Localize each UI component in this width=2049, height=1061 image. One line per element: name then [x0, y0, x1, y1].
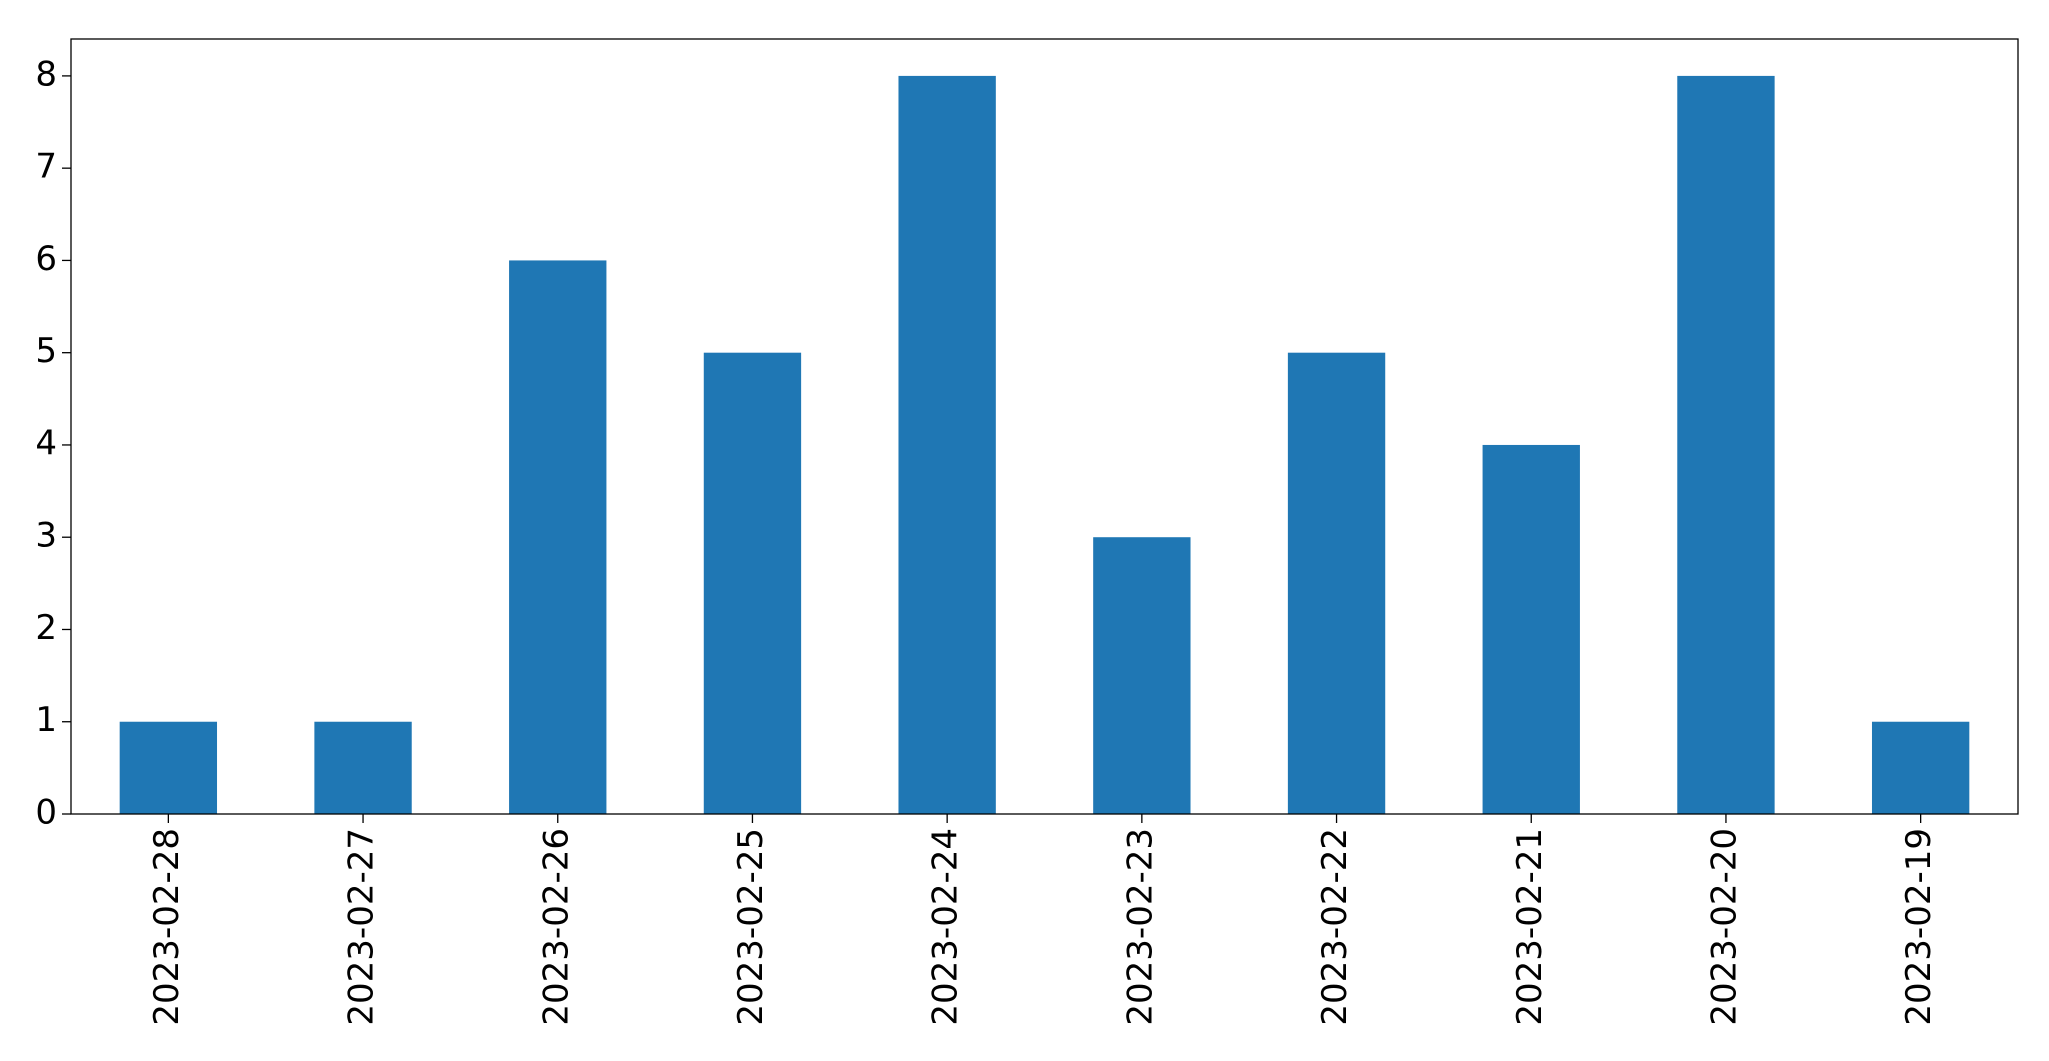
y-tick-label: 5 [35, 331, 57, 371]
bar [898, 75, 996, 814]
y-tick-label: 4 [35, 423, 57, 463]
y-tick-label: 6 [35, 239, 57, 279]
y-tick-label: 0 [35, 793, 57, 833]
y-tick-label: 1 [35, 700, 57, 740]
bar [1093, 537, 1191, 814]
bar [703, 352, 802, 814]
y-tick-label: 3 [35, 516, 57, 556]
plot-frame [70, 38, 2019, 815]
bar [1871, 721, 1970, 814]
bar [1287, 352, 1386, 814]
bar [1482, 444, 1580, 814]
x-tick-label: 2023-02-21 [1510, 828, 1550, 1026]
bar [314, 721, 412, 814]
x-tick-label: 2023-02-23 [1120, 828, 1160, 1026]
y-tick-label: 8 [35, 54, 57, 94]
x-tick-label: 2023-02-19 [1899, 828, 1939, 1026]
x-tick-label: 2023-02-24 [926, 828, 966, 1026]
x-tick-label: 2023-02-25 [731, 828, 771, 1026]
x-tick-label: 2023-02-20 [1704, 828, 1744, 1026]
y-tick-label: 7 [35, 147, 57, 187]
bar [119, 721, 218, 814]
x-tick-label: 2023-02-26 [536, 828, 576, 1026]
bar [1677, 75, 1775, 814]
bar [509, 260, 607, 814]
x-tick-label: 2023-02-22 [1315, 828, 1355, 1026]
y-tick-label: 2 [35, 608, 57, 648]
x-tick-label: 2023-02-27 [342, 828, 382, 1026]
x-tick-label: 2023-02-28 [147, 828, 187, 1026]
